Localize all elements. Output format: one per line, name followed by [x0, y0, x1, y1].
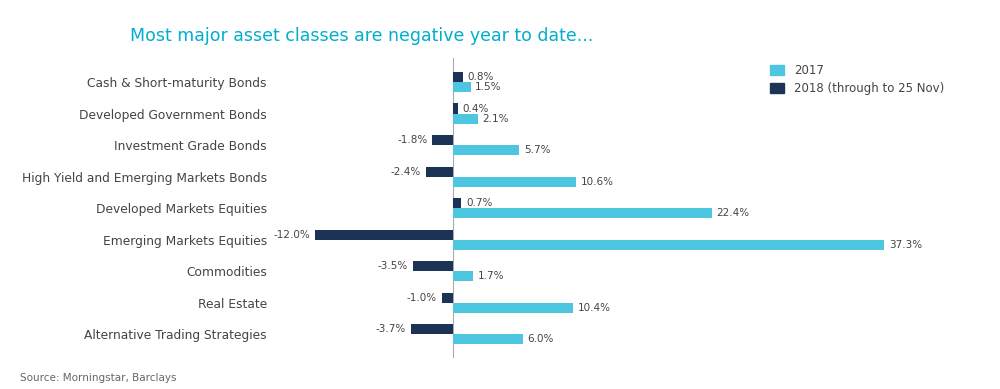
Bar	[432, 135, 453, 145]
Text: 10.6%: 10.6%	[580, 177, 613, 187]
Text: 5.7%: 5.7%	[524, 145, 550, 155]
Bar	[426, 166, 453, 177]
Bar	[442, 293, 453, 303]
Text: 1.7%: 1.7%	[478, 271, 504, 281]
Text: 10.4%: 10.4%	[578, 303, 611, 313]
Text: 0.7%: 0.7%	[466, 198, 492, 208]
Bar	[453, 114, 478, 124]
Text: -1.0%: -1.0%	[407, 293, 437, 303]
Text: -1.8%: -1.8%	[398, 135, 428, 145]
Text: 1.5%: 1.5%	[475, 82, 502, 92]
Bar	[453, 303, 573, 313]
Bar	[453, 198, 461, 208]
Text: -12.0%: -12.0%	[273, 230, 310, 240]
Bar	[413, 261, 453, 271]
Text: 0.4%: 0.4%	[463, 103, 489, 114]
Legend: 2017, 2018 (through to 25 Nov): 2017, 2018 (through to 25 Nov)	[770, 64, 944, 95]
Bar	[453, 145, 519, 155]
Bar	[453, 103, 458, 114]
Text: 37.3%: 37.3%	[889, 240, 922, 250]
Text: 0.8%: 0.8%	[467, 72, 494, 82]
Bar	[453, 82, 471, 92]
Text: Most major asset classes are negative year to date...: Most major asset classes are negative ye…	[130, 27, 593, 45]
Text: 22.4%: 22.4%	[717, 208, 750, 218]
Text: -3.5%: -3.5%	[378, 261, 408, 271]
Bar	[453, 240, 884, 250]
Bar	[453, 177, 576, 187]
Text: 2.1%: 2.1%	[482, 114, 509, 124]
Bar	[453, 271, 473, 281]
Text: 6.0%: 6.0%	[527, 334, 554, 344]
Text: Source: Morningstar, Barclays: Source: Morningstar, Barclays	[20, 373, 176, 383]
Text: -2.4%: -2.4%	[391, 166, 421, 177]
Text: -3.7%: -3.7%	[376, 324, 406, 334]
Bar	[453, 208, 712, 218]
Bar	[411, 324, 453, 334]
Bar	[315, 230, 453, 240]
Bar	[453, 72, 463, 82]
Bar	[453, 334, 523, 344]
